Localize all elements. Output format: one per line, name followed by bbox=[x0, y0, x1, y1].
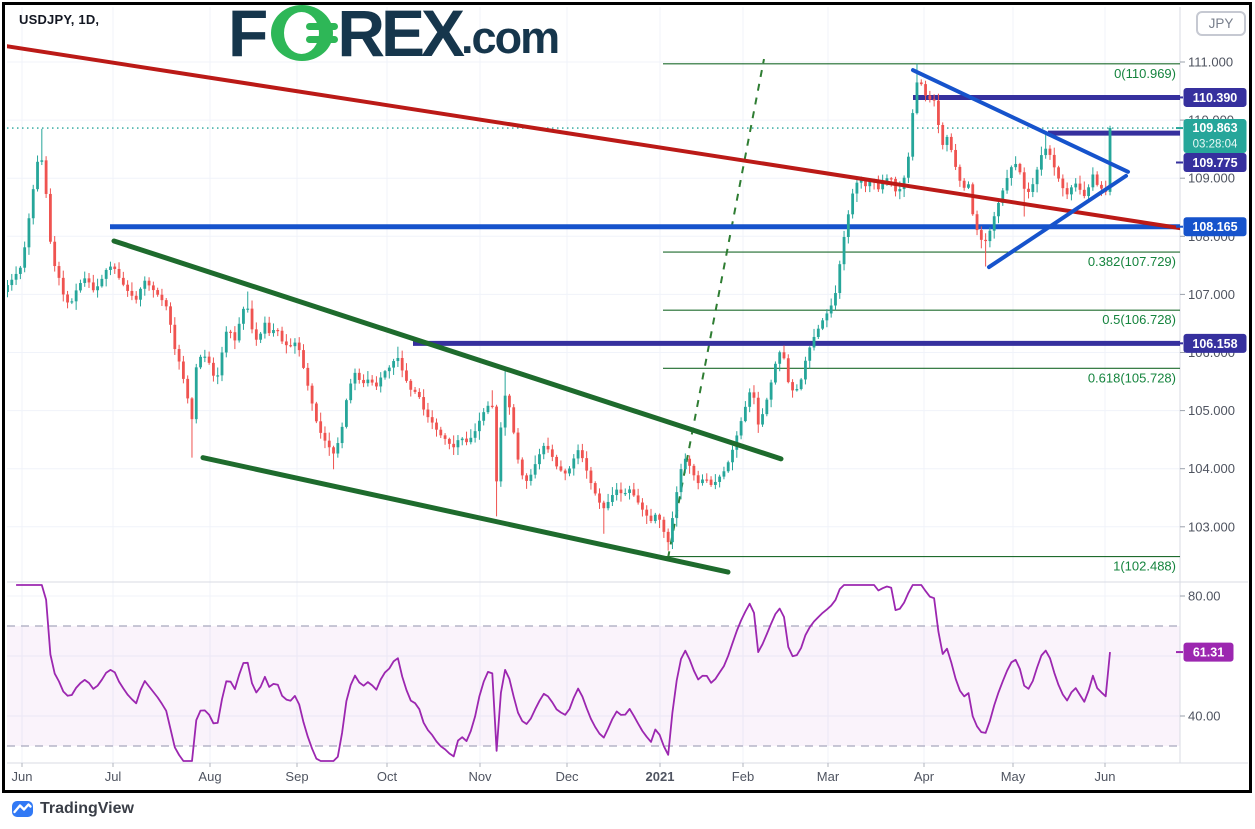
forex-o-bar-icon bbox=[306, 23, 339, 30]
forex-logo-o-icon bbox=[271, 5, 339, 61]
symbol-title: USDJPY, 1D, bbox=[19, 12, 100, 27]
rsi-value-badge bbox=[1183, 642, 1234, 662]
forex-logo-text-f: F bbox=[228, 0, 268, 70]
fib-level-label: 0.618(105.728) bbox=[1088, 370, 1176, 385]
level-badge-109.775-label: 109.775 bbox=[1192, 156, 1237, 170]
time-tick-label: Nov bbox=[468, 769, 492, 784]
time-tick-label: Sep bbox=[285, 769, 308, 784]
fib-level-label: 0.5(106.728) bbox=[1102, 312, 1176, 327]
time-scale[interactable] bbox=[7, 764, 1248, 790]
price-tick-label: 105.000 bbox=[1188, 403, 1235, 418]
price-scale[interactable] bbox=[1181, 7, 1248, 763]
time-tick-label: Dec bbox=[555, 769, 579, 784]
time-tick-label: Apr bbox=[914, 769, 935, 784]
level-badge-109.775 bbox=[1183, 153, 1247, 172]
fib-level-label: 1(102.488) bbox=[1113, 559, 1176, 574]
price-tick-label: 103.000 bbox=[1188, 519, 1235, 534]
forex-o-hole bbox=[284, 12, 320, 54]
time-tick-label: Jun bbox=[1095, 769, 1116, 784]
time-tick-label: Aug bbox=[198, 769, 221, 784]
bar-countdown: 03:28:04 bbox=[1193, 139, 1238, 151]
rsi-band bbox=[7, 625, 1180, 747]
rsi-tick-label: 40.00 bbox=[1188, 709, 1221, 724]
time-tick-label: Jul bbox=[105, 769, 122, 784]
tradingview-logo[interactable]: TradingView bbox=[11, 799, 134, 819]
rsi-tick-label: 80.00 bbox=[1188, 589, 1221, 604]
channel-lower-line[interactable] bbox=[200, 455, 731, 575]
last-price-badge-label: 109.863 bbox=[1192, 121, 1237, 135]
price-tick-label: 111.000 bbox=[1188, 55, 1233, 70]
fib-level-label: 0(110.969) bbox=[1114, 66, 1176, 81]
forex-watermark-logo: F REX .com bbox=[228, 0, 560, 70]
level-badge-108.165-label: 108.165 bbox=[1192, 220, 1237, 234]
rsi-value-badge-label: 61.31 bbox=[1193, 646, 1224, 660]
level-badge-106.158 bbox=[1183, 333, 1247, 353]
price-badges: 110.390 109.775 108.165 106.158 109.863 03:28… bbox=[1176, 87, 1247, 662]
trend-lines[interactable] bbox=[0, 44, 1180, 575]
fib-level-label: 0.382(107.729) bbox=[1088, 254, 1176, 269]
price-tick-label: 104.000 bbox=[1188, 461, 1235, 476]
price-level-lines[interactable] bbox=[110, 94, 1180, 346]
level-badge-110.390 bbox=[1183, 87, 1247, 107]
rsi-line[interactable] bbox=[16, 584, 1111, 762]
forex-logo-text-rex: REX bbox=[337, 0, 465, 70]
triangle-lower-line[interactable] bbox=[987, 173, 1128, 270]
fib-base-trendline[interactable] bbox=[667, 58, 765, 559]
forex-logo-suffix: .com bbox=[461, 12, 560, 63]
time-tick-label: Mar bbox=[817, 769, 840, 784]
level-badge-110.390-label: 110.390 bbox=[1193, 91, 1238, 105]
gridlines bbox=[7, 7, 1180, 763]
tradingview-logo-text: TradingView bbox=[40, 800, 134, 817]
candlestick-series[interactable] bbox=[6, 63, 1112, 551]
time-tick-label: Oct bbox=[377, 769, 398, 784]
channel-upper-line[interactable] bbox=[111, 238, 784, 462]
time-tick-label: Feb bbox=[732, 769, 754, 784]
level-badge-106.158-label: 106.158 bbox=[1192, 337, 1237, 351]
time-tick-label: Jun bbox=[12, 769, 33, 784]
price-tick-label: 109.000 bbox=[1188, 171, 1235, 186]
level-badge-108.165 bbox=[1183, 217, 1247, 237]
last-price-badge bbox=[1183, 119, 1247, 154]
triangle-upper-line[interactable] bbox=[911, 68, 1130, 174]
currency-badge[interactable]: JPY bbox=[1196, 11, 1246, 36]
time-tick-label: 2021 bbox=[646, 769, 675, 784]
fibonacci-retracement[interactable]: 0(110.969) 0.382(107.729) 0.5(106.728) 0.61… bbox=[663, 58, 1180, 574]
tradingview-cloud-icon bbox=[12, 801, 33, 817]
forex-o-bar-icon bbox=[306, 36, 339, 43]
descending-resistance-line[interactable] bbox=[0, 44, 1180, 231]
price-tick-label: 107.000 bbox=[1188, 287, 1235, 302]
time-tick-label: May bbox=[1001, 769, 1026, 784]
